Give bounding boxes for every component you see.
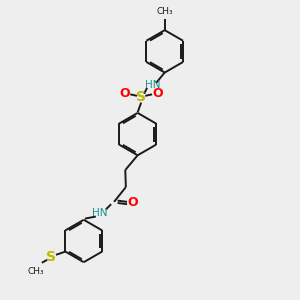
Text: O: O — [120, 87, 130, 100]
Text: O: O — [127, 196, 138, 209]
Text: S: S — [136, 90, 146, 104]
Text: HN: HN — [92, 208, 108, 218]
Text: CH₃: CH₃ — [27, 267, 44, 276]
Text: CH₃: CH₃ — [157, 7, 174, 16]
Text: O: O — [152, 87, 163, 100]
Text: S: S — [46, 250, 56, 264]
Text: HN: HN — [145, 80, 160, 90]
